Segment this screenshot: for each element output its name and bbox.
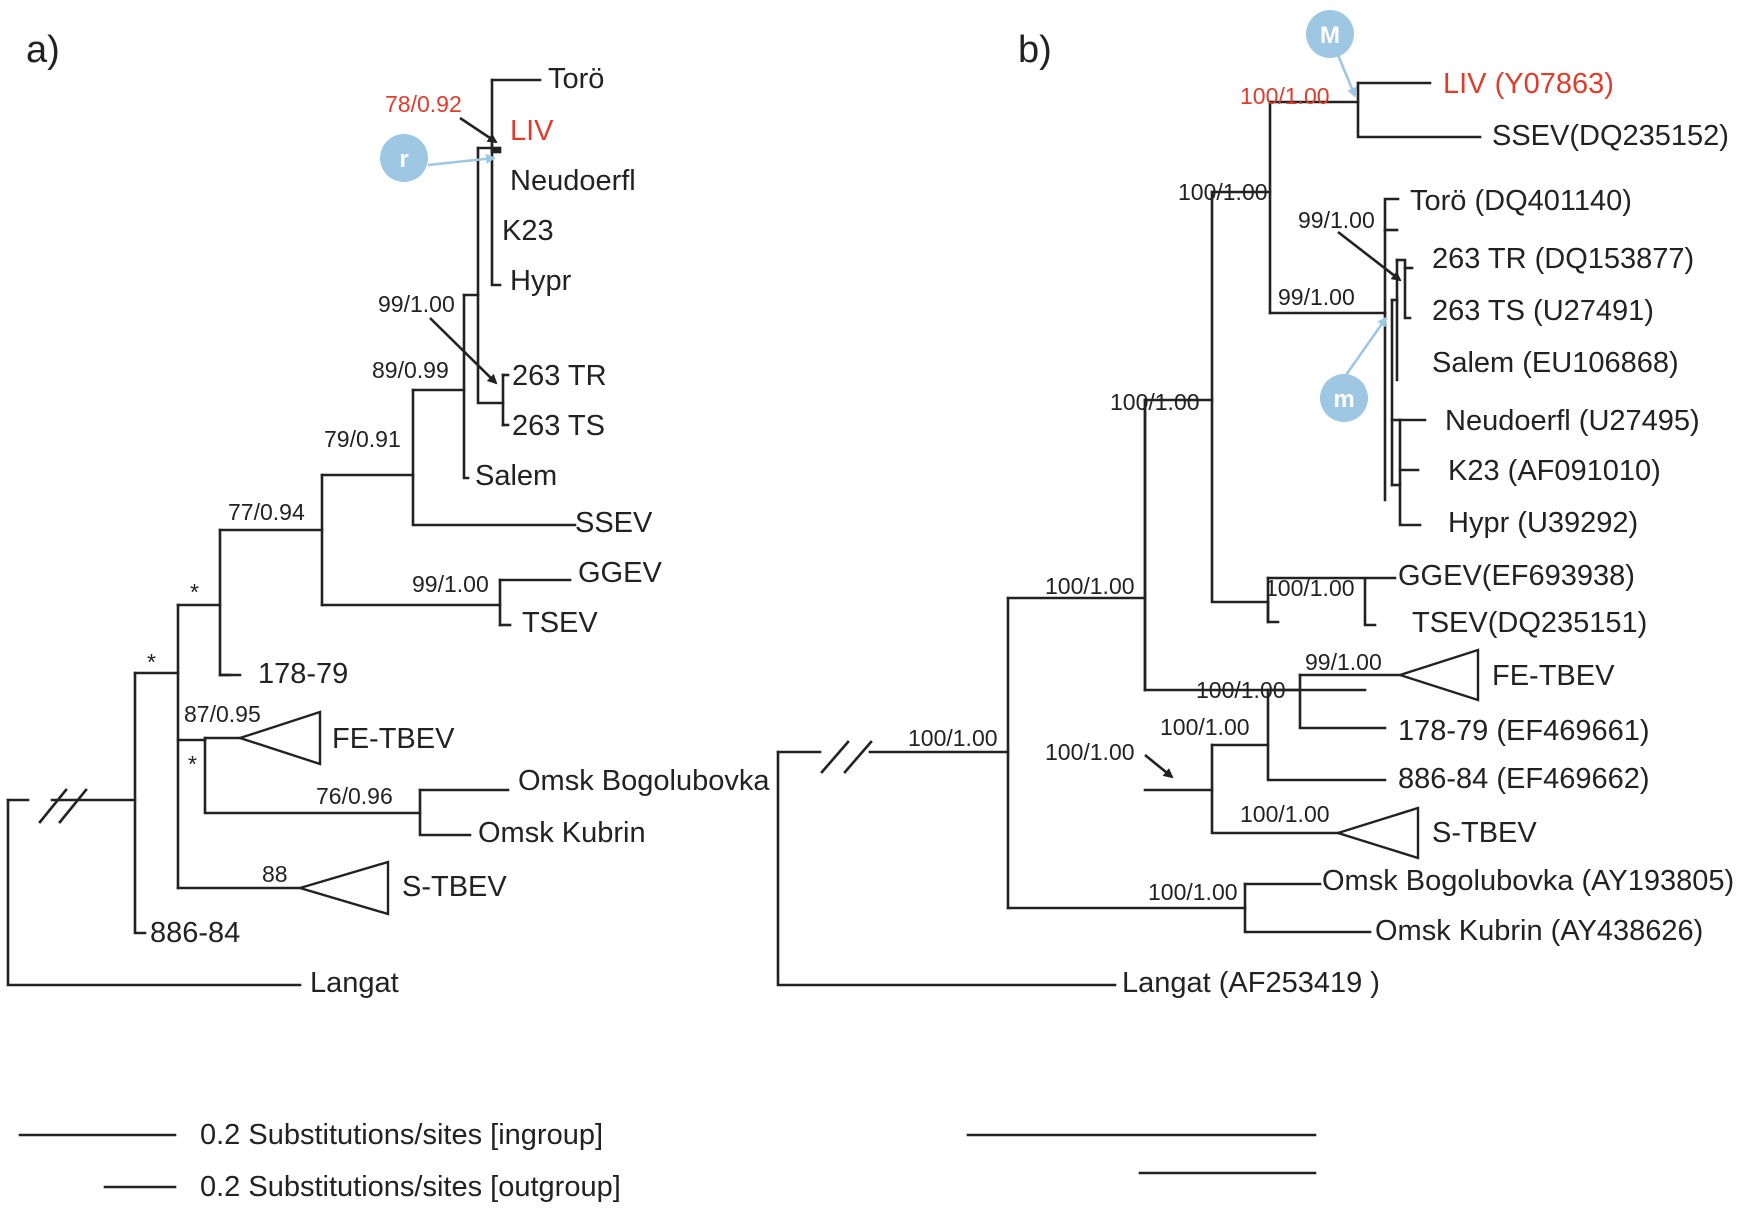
taxon-hypr-b: Hypr (U39292) — [1448, 507, 1638, 539]
taxon-886-84-b: 886-84 (EF469662) — [1398, 763, 1650, 795]
support-n2-b: 100/1.00 — [1110, 389, 1200, 415]
fe-tbev-clade-triangle-a — [236, 710, 322, 766]
taxon-263ts-a: 263 TS — [512, 410, 605, 442]
support-star-3-a: * — [188, 751, 197, 777]
taxon-omsk-bogolubovka-a: Omsk Bogolubovka — [518, 765, 770, 797]
panel-b-tree: b) — [776, 10, 1734, 999]
scale-bars: 0.2 Substitutions/sites [ingroup] 0.2 Su… — [18, 1119, 1317, 1203]
taxon-langat-a: Langat — [310, 967, 399, 999]
arrow-marker-m — [1344, 316, 1388, 376]
taxon-neudoerfl-a: Neudoerfl — [510, 165, 636, 197]
support-ggev-node-b: 100/1.00 — [1265, 575, 1355, 601]
arrow-toro-node-b — [1337, 230, 1402, 282]
taxon-ggev-b: GGEV(EF693938) — [1398, 560, 1635, 592]
taxon-tsev-a: TSEV — [522, 607, 598, 639]
taxon-fe-tbev-b: FE-TBEV — [1492, 660, 1615, 692]
panel-a-label: a) — [26, 29, 60, 71]
support-star-2-a: * — [147, 649, 156, 675]
support-99-b: 99/1.00 — [1278, 284, 1355, 310]
taxon-langat-b: Langat (AF253419 ) — [1122, 967, 1380, 999]
taxon-salem-a: Salem — [475, 460, 557, 492]
arrow-marker-M — [1336, 54, 1357, 98]
taxon-178-79-b: 178-79 (EF469661) — [1398, 715, 1650, 747]
support-toro-node-b: 99/1.00 — [1298, 207, 1375, 233]
taxon-s-tbev-a: S-TBEV — [402, 871, 507, 903]
support-s-node-a: 88 — [262, 861, 288, 887]
s-tbev-clade-triangle-b — [1333, 806, 1420, 860]
fe-tbev-clade-triangle-b — [1396, 648, 1480, 702]
taxon-263tr-a: 263 TR — [512, 360, 607, 392]
taxon-s-tbev-b: S-TBEV — [1432, 817, 1537, 849]
support-n6-b: 100/1.00 — [1045, 739, 1135, 765]
marker-r-bubble: r — [380, 134, 428, 182]
taxon-fe-tbev-a: FE-TBEV — [332, 723, 455, 755]
support-n1-b: 100/1.00 — [1178, 179, 1268, 205]
marker-m-label: m — [1333, 386, 1354, 413]
support-77-a: 77/0.94 — [228, 499, 305, 525]
panel-a-tree: a) — [6, 29, 770, 999]
taxon-263tr-b: 263 TR (DQ153877) — [1432, 243, 1694, 275]
scale-label-outgroup: 0.2 Substitutions/sites [outgroup] — [200, 1171, 621, 1203]
taxon-neudoerfl-b: Neudoerfl (U27495) — [1445, 405, 1700, 437]
support-n4-b: 100/1.00 — [1196, 677, 1286, 703]
taxon-ssev-a: SSEV — [575, 507, 653, 539]
support-89-a: 89/0.99 — [372, 357, 449, 383]
scale-label-ingroup: 0.2 Substitutions/sites [ingroup] — [200, 1119, 603, 1151]
panel-a-branches — [6, 78, 577, 987]
taxon-178-79-a: 178-79 — [258, 658, 348, 690]
support-root-b: 100/1.00 — [908, 725, 998, 751]
support-n5-b: 100/1.00 — [1160, 714, 1250, 740]
taxon-liv-a: LIV — [510, 115, 554, 147]
taxon-toro-a: Torö — [548, 63, 604, 95]
support-omsk-node-a: 76/0.96 — [316, 783, 393, 809]
taxon-tsev-b: TSEV(DQ235151) — [1412, 607, 1647, 639]
taxon-ssev-b: SSEV(DQ235152) — [1492, 120, 1729, 152]
marker-M-label: M — [1320, 22, 1340, 49]
arrow-marker-r — [427, 153, 496, 167]
marker-r-label: r — [399, 146, 408, 173]
support-s-node-b: 100/1.00 — [1240, 801, 1330, 827]
support-fe-node-b: 99/1.00 — [1305, 649, 1382, 675]
support-tr-node-a: 99/1.00 — [378, 291, 455, 317]
support-fe-node-a: 87/0.95 — [184, 701, 261, 727]
taxon-886-84-a: 886-84 — [150, 917, 240, 949]
taxon-salem-b: Salem (EU106868) — [1432, 347, 1679, 379]
support-liv-node-a: 78/0.92 — [385, 91, 462, 117]
taxon-263ts-b: 263 TS (U27491) — [1432, 295, 1654, 327]
s-tbev-clade-triangle-a — [295, 860, 390, 916]
support-79-a: 79/0.91 — [324, 426, 401, 452]
taxon-ggev-a: GGEV — [578, 557, 662, 589]
arrow-n6-b — [1144, 753, 1174, 779]
taxon-hypr-a: Hypr — [510, 265, 572, 297]
support-omsk-node-b: 100/1.00 — [1148, 879, 1238, 905]
support-star-1-a: * — [190, 579, 199, 605]
taxon-omsk-kubrin-b: Omsk Kubrin (AY438626) — [1375, 915, 1703, 947]
panel-b-label: b) — [1018, 29, 1052, 71]
marker-m-bubble: m — [1320, 374, 1368, 422]
support-liv-node-b: 100/1.00 — [1240, 83, 1330, 109]
taxon-toro-b: Torö (DQ401140) — [1410, 185, 1632, 217]
taxon-k23-b: K23 (AF091010) — [1448, 455, 1661, 487]
taxon-omsk-bogolubovka-b: Omsk Bogolubovka (AY193805) — [1322, 865, 1734, 897]
arrow-liv-node-a — [459, 116, 498, 144]
taxon-liv-b: LIV (Y07863) — [1443, 68, 1614, 100]
support-n3-b: 100/1.00 — [1045, 573, 1135, 599]
support-ggev-node-a: 99/1.00 — [412, 571, 489, 597]
marker-M-bubble: M — [1306, 10, 1354, 58]
arrow-tr-node-a — [429, 317, 498, 385]
taxon-omsk-kubrin-a: Omsk Kubrin — [478, 817, 646, 849]
taxon-k23-a: K23 — [502, 215, 554, 247]
